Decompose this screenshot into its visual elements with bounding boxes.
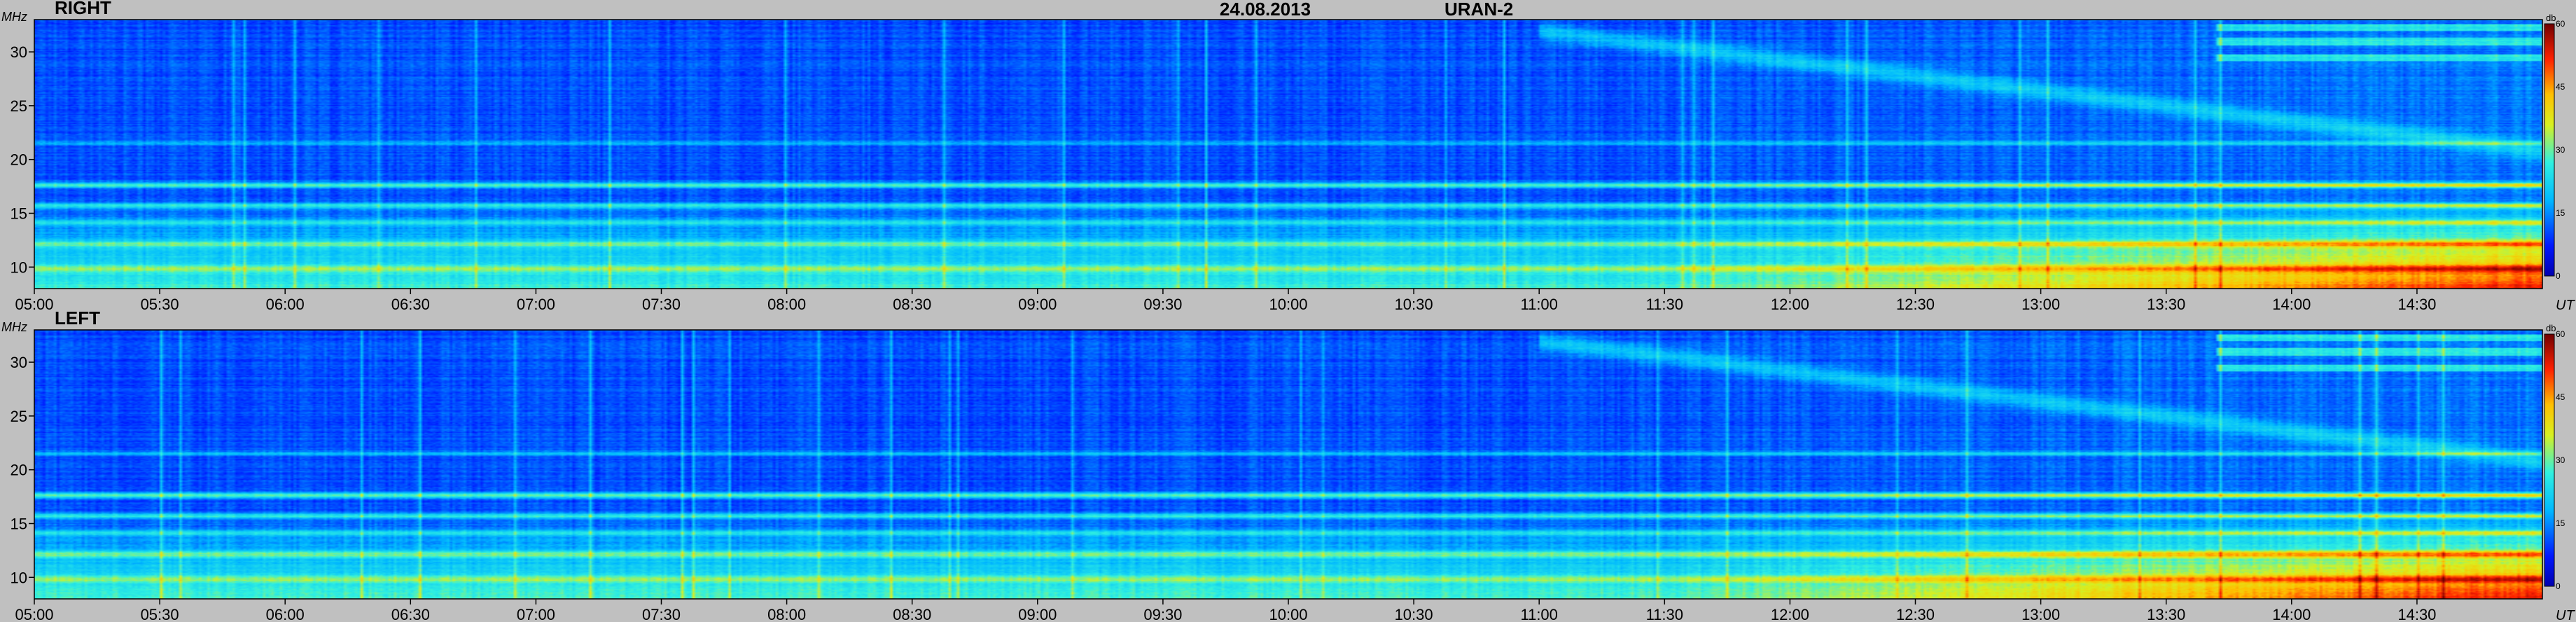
colorbar-tick-label: 30 bbox=[2556, 145, 2565, 155]
x-tick-label: 06:30 bbox=[391, 296, 430, 313]
colorbar-unit: db bbox=[2546, 323, 2556, 333]
x-tick-label: 13:00 bbox=[2021, 296, 2060, 313]
spectrogram-heatmap bbox=[34, 330, 2542, 599]
x-tick-label: 14:30 bbox=[2397, 606, 2436, 622]
colorbar-tick-label: 15 bbox=[2556, 208, 2565, 218]
x-tick-label: 12:30 bbox=[1896, 606, 1935, 622]
x-tick-label: 13:00 bbox=[2021, 606, 2060, 622]
colorbar-tick-label: 60 bbox=[2556, 19, 2565, 29]
y-tick-label: 25 bbox=[11, 97, 27, 115]
x-tick-label: 06:00 bbox=[266, 296, 305, 313]
x-tick-label: 08:30 bbox=[893, 606, 931, 622]
x-tick-label: 06:00 bbox=[266, 606, 305, 622]
y-tick-label: 30 bbox=[11, 354, 27, 371]
x-tick-label: 14:30 bbox=[2397, 296, 2436, 313]
instrument-name: URAN-2 bbox=[1444, 0, 1513, 20]
spectrogram-heatmap bbox=[34, 20, 2542, 289]
x-tick-label: 09:30 bbox=[1143, 296, 1182, 313]
x-tick-label: 10:00 bbox=[1269, 296, 1307, 313]
x-tick-label: 05:00 bbox=[15, 606, 53, 622]
colorbar-tick-label: 0 bbox=[2556, 581, 2561, 591]
x-tick-label: 10:30 bbox=[1395, 296, 1433, 313]
x-tick-label: 12:00 bbox=[1771, 296, 1809, 313]
observation-date: 24.08.2013 bbox=[1220, 0, 1311, 20]
colorbar-tick-label: 45 bbox=[2556, 82, 2565, 92]
x-tick-label: 13:30 bbox=[2147, 606, 2185, 622]
y-axis-label: MHz bbox=[1, 320, 27, 334]
colorbar-tick-label: 0 bbox=[2556, 271, 2561, 281]
x-tick-label: 08:00 bbox=[767, 606, 806, 622]
x-tick-label: 05:30 bbox=[141, 606, 179, 622]
x-tick-label: 09:00 bbox=[1018, 296, 1057, 313]
y-tick-label: 15 bbox=[11, 205, 27, 222]
x-tick-label: 11:00 bbox=[1520, 606, 1557, 622]
panel-label: RIGHT bbox=[55, 0, 111, 18]
colorbar bbox=[2544, 23, 2555, 277]
colorbar-unit: db bbox=[2546, 13, 2556, 23]
colorbar-tick-label: 60 bbox=[2556, 329, 2565, 339]
x-axis-label: UT bbox=[2556, 298, 2575, 313]
left-polarization-panel: LEFT MHz 10 15 20 25 30 05:00 05:30 06:00 06:30 07:… bbox=[1, 307, 2575, 622]
x-tick-label: 08:00 bbox=[767, 296, 806, 313]
y-tick-label: 10 bbox=[11, 258, 27, 276]
x-tick-label: 11:30 bbox=[1646, 296, 1683, 313]
x-tick-label: 14:00 bbox=[2272, 606, 2311, 622]
y-tick-label: 20 bbox=[11, 151, 27, 169]
x-tick-label: 11:00 bbox=[1520, 296, 1557, 313]
x-tick-label: 07:30 bbox=[642, 606, 681, 622]
x-tick-label: 09:30 bbox=[1143, 606, 1182, 622]
y-tick-label: 30 bbox=[11, 43, 27, 61]
y-tick-label: 25 bbox=[11, 408, 27, 425]
x-tick-label: 12:30 bbox=[1896, 296, 1935, 313]
y-tick-label: 10 bbox=[11, 569, 27, 586]
x-tick-label: 14:00 bbox=[2272, 296, 2311, 313]
panel-label: LEFT bbox=[55, 307, 100, 329]
right-polarization-panel: RIGHT MHz 10 15 20 25 30 05:00 05:30 06:00 06:30 07… bbox=[1, 0, 2575, 313]
x-tick-label: 11:30 bbox=[1646, 606, 1683, 622]
x-tick-label: 06:30 bbox=[391, 606, 430, 622]
colorbar-tick-label: 30 bbox=[2556, 455, 2565, 465]
y-tick-label: 20 bbox=[11, 462, 27, 479]
colorbar-tick-label: 45 bbox=[2556, 392, 2565, 402]
x-tick-label: 07:00 bbox=[517, 606, 555, 622]
colorbar bbox=[2544, 333, 2555, 587]
x-tick-label: 13:30 bbox=[2147, 296, 2185, 313]
x-tick-label: 10:00 bbox=[1269, 606, 1307, 622]
x-tick-label: 10:30 bbox=[1395, 606, 1433, 622]
x-tick-label: 07:00 bbox=[517, 296, 555, 313]
x-tick-label: 07:30 bbox=[642, 296, 681, 313]
x-tick-label: 05:30 bbox=[141, 296, 179, 313]
x-tick-label: 05:00 bbox=[15, 296, 53, 313]
colorbar-tick-label: 15 bbox=[2556, 518, 2565, 528]
x-axis-label: UT bbox=[2556, 608, 2575, 622]
x-tick-label: 08:30 bbox=[893, 296, 931, 313]
y-tick-label: 15 bbox=[11, 515, 27, 532]
y-axis-label: MHz bbox=[1, 10, 27, 24]
x-tick-label: 12:00 bbox=[1771, 606, 1809, 622]
x-tick-label: 09:00 bbox=[1018, 606, 1057, 622]
